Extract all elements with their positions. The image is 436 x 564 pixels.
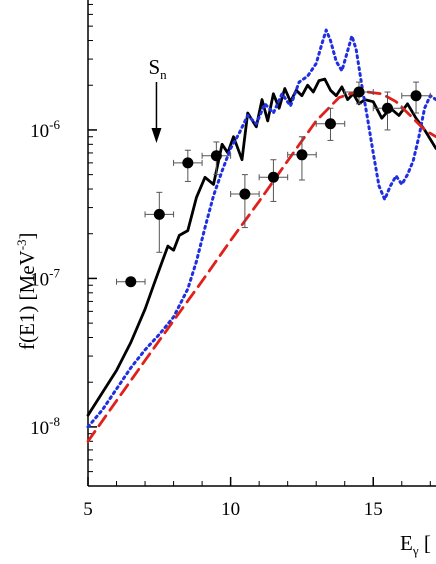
- axis-ticks: 5 10 15 10-8 10-7 10-6: [30, 3, 431, 520]
- y-tick-label: 10-6: [30, 117, 60, 142]
- data-point-group: [230, 174, 260, 229]
- data-point-group: [401, 81, 431, 114]
- sn-arrow-head: [151, 128, 162, 143]
- x-axis-label: Eγ [: [400, 531, 431, 558]
- sn-label: Sn: [148, 55, 167, 82]
- data-point-group: [315, 107, 346, 141]
- data-point: [353, 86, 365, 98]
- plot-frame: [87, 0, 436, 487]
- data-point: [267, 171, 279, 183]
- data-point: [239, 188, 251, 200]
- data-point: [125, 276, 137, 288]
- series-dashed-line: [86, 90, 436, 443]
- x-tick-label: 5: [83, 499, 93, 520]
- data-point-group: [287, 136, 317, 181]
- data-point-group: [344, 81, 374, 105]
- data-point: [210, 150, 222, 162]
- data-point: [296, 149, 308, 161]
- data-point: [182, 157, 194, 169]
- y-axis-label: f(E1) [MeV-3]: [14, 232, 39, 350]
- experimental-points: [116, 81, 431, 288]
- data-point-group: [116, 276, 146, 288]
- x-tick-label: 10: [221, 499, 240, 520]
- sn-annotation: Sn: [148, 55, 167, 143]
- data-point: [153, 208, 165, 220]
- data-point-group: [258, 159, 289, 202]
- y-tick-label: 10-8: [30, 414, 60, 439]
- data-point-group: [173, 149, 203, 182]
- series-solid-line: [86, 77, 436, 417]
- x-tick-label: 15: [364, 499, 383, 520]
- data-point: [382, 102, 394, 114]
- data-point-group: [144, 191, 175, 253]
- data-point-group: [201, 141, 232, 176]
- series-dotted-line: [86, 28, 436, 429]
- data-point: [410, 90, 422, 102]
- data-point-group: [372, 91, 403, 131]
- model-curves: [86, 28, 436, 443]
- y-tick-label: 10-7: [30, 265, 60, 290]
- data-point: [324, 118, 336, 130]
